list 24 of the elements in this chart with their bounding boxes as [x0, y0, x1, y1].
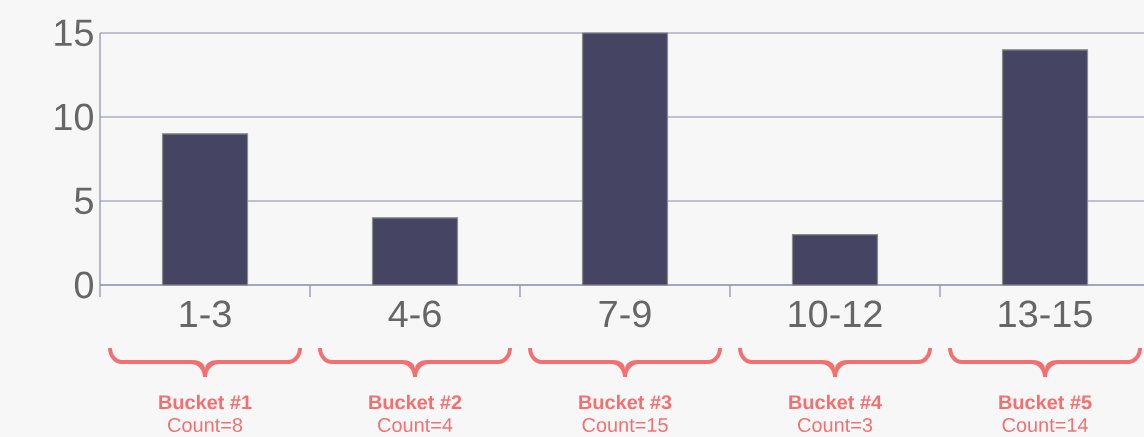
x-tick-label: 1-3	[180, 300, 231, 328]
y-tick-label: 0	[74, 271, 93, 299]
text: Bucket #2	[369, 394, 462, 410]
text: Bucket #1	[159, 394, 252, 410]
y-tick-label: 5	[74, 187, 93, 215]
y-tick-label: 10	[55, 103, 93, 131]
x-tick-label: 13-15	[999, 300, 1092, 328]
bar	[791, 234, 879, 286]
text: Bucket #4	[789, 394, 882, 410]
x-tick-label: 10-12	[789, 300, 882, 328]
bar	[1001, 49, 1089, 286]
text: Count=15	[582, 417, 668, 433]
bar	[161, 133, 249, 286]
bar	[371, 217, 459, 286]
x-tick-label: 7-9	[599, 300, 651, 328]
text: Count=4	[378, 417, 453, 433]
y-tick-label: 15	[55, 19, 93, 47]
text: Bucket #5	[999, 394, 1092, 410]
text: Count=3	[798, 417, 873, 433]
text: Count=14	[1002, 417, 1088, 433]
text: Bucket #3	[579, 394, 672, 410]
bar	[581, 32, 669, 286]
text: Count=8	[168, 417, 243, 433]
x-tick-label: 4-6	[388, 300, 441, 328]
